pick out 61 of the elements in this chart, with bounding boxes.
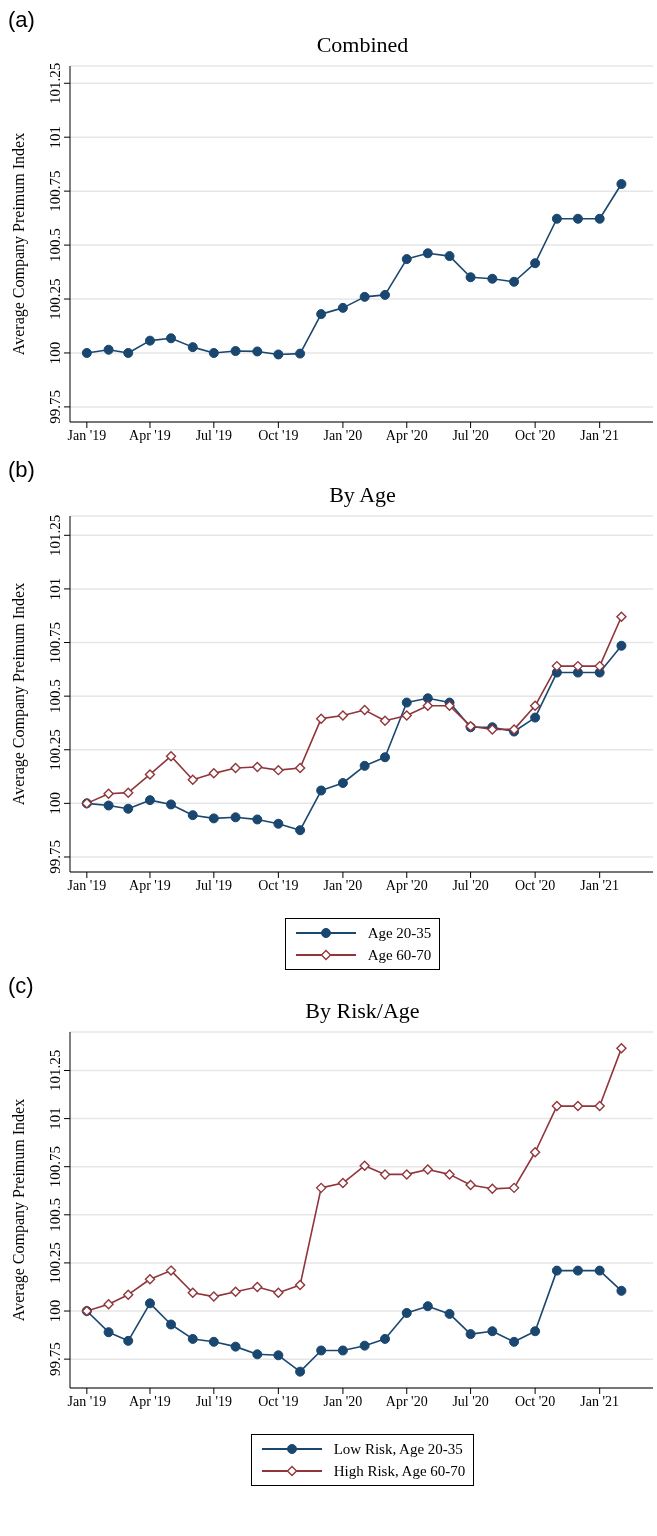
legend-label: Age 60-70 <box>367 946 432 965</box>
y-tick-label: 100 <box>47 792 63 815</box>
y-tick-label: 100.5 <box>47 679 63 714</box>
x-tick-label: Apr '19 <box>129 427 171 443</box>
x-tick-label: Jul '20 <box>452 427 489 443</box>
y-tick-label: 100.25 <box>47 729 63 771</box>
x-tick-label: Apr '20 <box>385 427 428 443</box>
legend-label: High Risk, Age 60-70 <box>333 1462 466 1481</box>
x-tick-label: Apr '19 <box>129 877 171 893</box>
chart-title: Combined <box>315 32 410 58</box>
text: (a) <box>8 7 36 32</box>
legend-label: Age 20-35 <box>367 924 432 943</box>
x-tick-label: Jan '20 <box>323 877 363 893</box>
x-tick-label: Jul '19 <box>195 427 233 443</box>
x-tick-label: Jan '21 <box>580 877 620 893</box>
x-tick-label: Jul '20 <box>452 1393 489 1409</box>
chart-title: By Age <box>328 482 397 508</box>
x-tick-label: Oct '20 <box>515 877 556 893</box>
x-tick-label: Oct '19 <box>258 1393 299 1409</box>
y-tick-label: 100.5 <box>47 228 63 262</box>
y-axis-title: Average Company Preimum Index <box>9 132 28 356</box>
y-tick-label: 101.25 <box>47 514 63 556</box>
y-tick-label: 101 <box>47 577 63 601</box>
y-tick-label: 100.25 <box>47 1242 63 1284</box>
y-tick-label: 101 <box>47 1107 63 1130</box>
x-tick-label: Apr '20 <box>385 1393 428 1409</box>
y-tick-label: 100.5 <box>47 1197 63 1232</box>
x-tick-label: Oct '19 <box>258 877 299 893</box>
y-tick-label: 100.75 <box>47 1146 63 1188</box>
x-tick-label: Jan '19 <box>67 427 107 443</box>
x-tick-label: Jan '21 <box>580 1393 620 1409</box>
y-tick-label: 100 <box>47 1299 63 1323</box>
x-tick-label: Jul '20 <box>452 877 489 893</box>
x-tick-label: Jan '19 <box>67 1393 107 1409</box>
x-tick-label: Apr '20 <box>385 877 428 893</box>
y-tick-label: 99.75 <box>47 390 63 424</box>
text: (c) <box>8 973 35 998</box>
x-tick-label: Jul '19 <box>195 1393 233 1409</box>
x-tick-label: Oct '19 <box>258 427 299 443</box>
y-tick-label: 100.75 <box>47 621 63 664</box>
y-tick-label: 100.75 <box>47 170 63 212</box>
y-tick-label: 101 <box>47 125 63 149</box>
y-axis-title: Average Company Preimum Index <box>9 582 28 806</box>
y-axis-title: Average Company Preimum Index <box>9 1098 28 1322</box>
chart-title: By Risk/Age <box>304 998 421 1024</box>
x-tick-label: Apr '19 <box>129 1393 171 1409</box>
x-tick-label: Jul '19 <box>195 877 233 893</box>
x-tick-label: Jan '20 <box>323 1393 363 1409</box>
x-tick-label: Oct '20 <box>515 427 556 443</box>
x-tick-label: Oct '20 <box>515 1393 556 1409</box>
legend-label: Low Risk, Age 20-35 <box>333 1440 463 1459</box>
y-tick-label: 101.25 <box>47 62 63 104</box>
y-tick-label: 99.75 <box>47 1342 63 1377</box>
x-tick-label: Jan '21 <box>580 427 620 443</box>
text: (b) <box>8 457 36 482</box>
y-tick-label: 101.25 <box>47 1049 63 1092</box>
y-tick-label: 100 <box>47 341 63 365</box>
y-tick-label: 100.25 <box>47 278 63 320</box>
x-tick-label: Jan '20 <box>323 427 363 443</box>
x-tick-label: Jan '19 <box>67 877 107 893</box>
y-tick-label: 99.75 <box>47 840 63 874</box>
